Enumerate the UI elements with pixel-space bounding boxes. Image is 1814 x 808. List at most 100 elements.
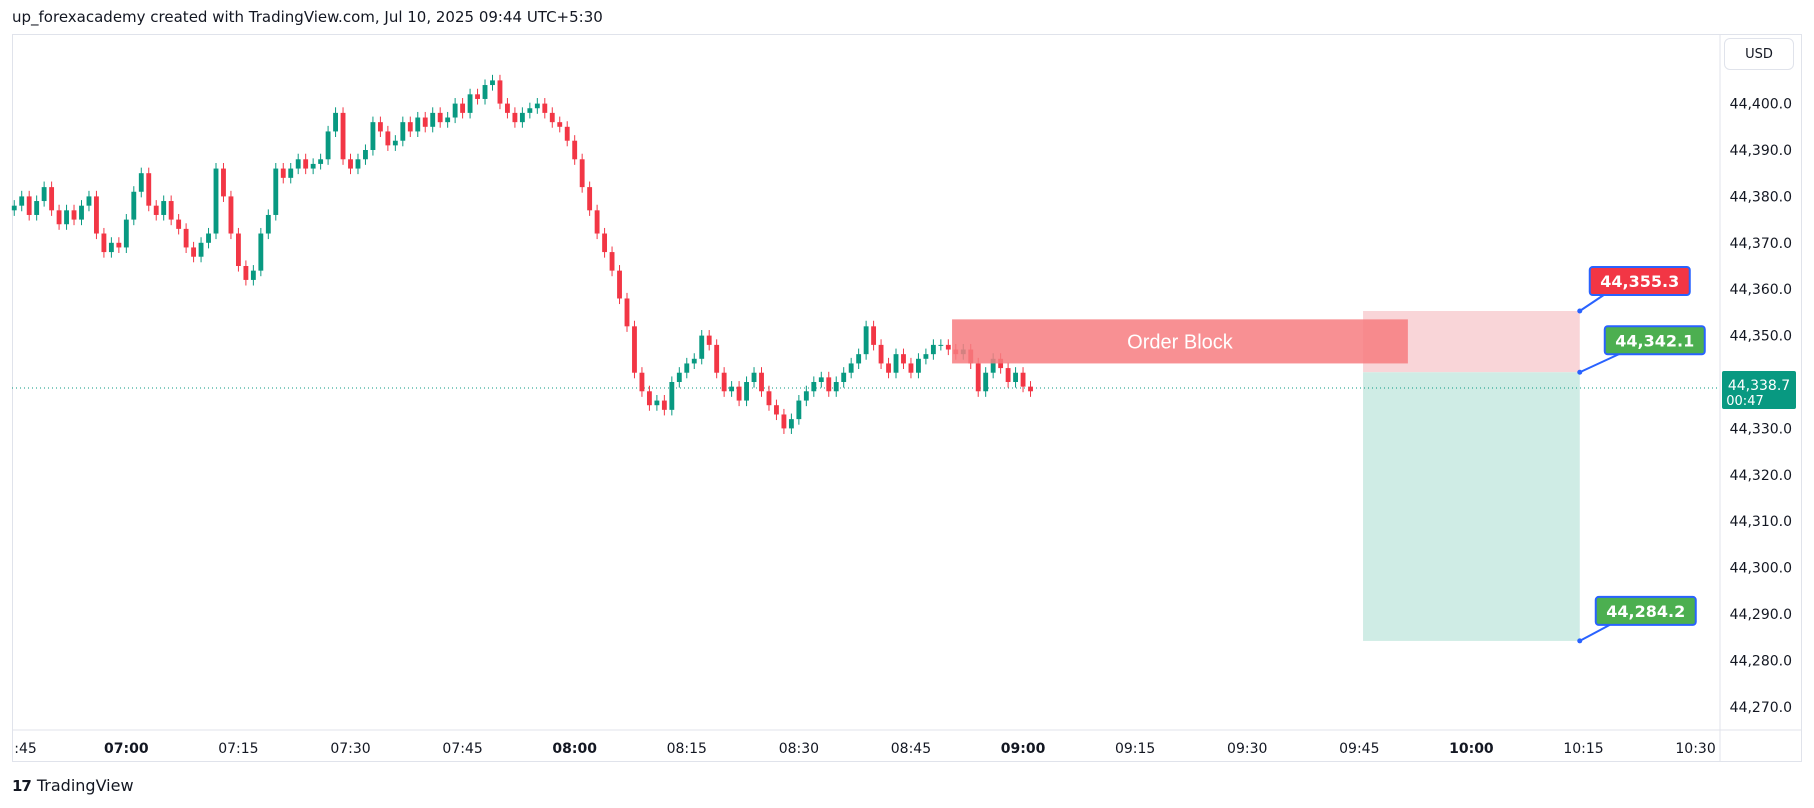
candle-body [295, 159, 301, 169]
candle-body [41, 187, 47, 202]
candle-body [213, 168, 219, 234]
candle-body [878, 344, 884, 364]
x-tick-label: 09:30 [1227, 741, 1267, 757]
tradingview-logo[interactable]: 17 TradingView [12, 776, 134, 795]
candle-body [759, 372, 764, 392]
candle-body [901, 354, 906, 364]
candle-body [258, 233, 264, 271]
take-profit-zone [1363, 372, 1580, 641]
candle-body [916, 358, 921, 373]
candle-body [557, 122, 563, 127]
candle-body [579, 159, 585, 188]
candle-body [56, 210, 62, 225]
candle-body [355, 159, 361, 169]
candle-body [348, 159, 353, 169]
x-tick-label: 10:30 [1675, 741, 1715, 757]
candle-body [930, 344, 936, 355]
candle-body [19, 196, 25, 206]
candle-body [1013, 372, 1019, 382]
y-tick-label: 44,380.0 [1730, 189, 1792, 205]
candle-body [818, 377, 824, 382]
candle-body [646, 391, 652, 406]
y-tick-label: 44,320.0 [1730, 468, 1792, 484]
candle-body [945, 344, 951, 350]
candle-body [191, 247, 197, 257]
tradingview-brand: TradingView [36, 776, 134, 795]
y-tick-label: 44,370.0 [1730, 236, 1792, 252]
candle-body [116, 242, 122, 248]
candle-body [445, 117, 451, 123]
x-tick-label: 07:30 [330, 741, 370, 757]
candle-body [983, 372, 989, 392]
candle-body [1005, 368, 1011, 382]
callout-pointer [1579, 294, 1605, 312]
candle-body [131, 191, 137, 220]
candle-body [534, 103, 540, 109]
x-tick-label: 07:45 [442, 741, 482, 757]
candle-body [422, 117, 428, 127]
candle-body [848, 363, 854, 373]
candle-body [512, 112, 518, 123]
candle-body [235, 233, 241, 266]
x-tick-label: 09:00 [1001, 741, 1046, 757]
candle-body [243, 266, 249, 280]
candle-body [617, 270, 622, 299]
candle-body [788, 419, 794, 429]
x-tick-label: 09:15 [1115, 741, 1155, 757]
current-price-label: 44,338.7 [1728, 378, 1790, 394]
y-tick-label: 44,330.0 [1730, 421, 1792, 437]
candle-body [542, 103, 548, 113]
candle-body [377, 122, 383, 132]
callout-pointer [1579, 624, 1611, 642]
candle-body [871, 326, 877, 345]
candle-body [228, 196, 234, 234]
candle-body [176, 219, 182, 229]
candle-body [632, 326, 637, 373]
candle-body [64, 210, 69, 225]
candle-body [153, 205, 159, 215]
x-tick-label: 09:45 [1339, 741, 1379, 757]
candle-body [206, 233, 211, 243]
candle-body [183, 228, 189, 248]
candle-body [303, 159, 309, 169]
candle-body [781, 414, 787, 429]
candle-body [893, 354, 899, 373]
candle-body [161, 201, 167, 215]
x-tick-label: 08:15 [667, 741, 707, 757]
price-callout-stop: 44,355.3 [1600, 272, 1679, 291]
candle-body [250, 270, 256, 280]
candle-body [94, 196, 99, 234]
candle-body [766, 391, 772, 406]
candle-body [108, 242, 114, 253]
y-tick-label: 44,270.0 [1730, 700, 1792, 716]
y-tick-label: 44,350.0 [1730, 329, 1792, 345]
candle-body [497, 80, 503, 104]
candle-body [564, 126, 570, 141]
candle-body [490, 80, 495, 86]
candle-body [407, 122, 413, 132]
currency-button[interactable]: USD [1724, 38, 1794, 70]
price-callout-target: 44,284.2 [1606, 602, 1685, 621]
callout-anchor-dot [1577, 638, 1583, 644]
current-price-tag [1722, 371, 1796, 410]
candle-body [333, 112, 338, 132]
candle-body [796, 400, 802, 420]
candle-body [803, 391, 809, 401]
candle-body [527, 108, 533, 113]
candle-body [661, 400, 667, 410]
x-tick-label: 10:15 [1563, 741, 1603, 757]
candle-body [138, 173, 144, 192]
candle-body [721, 372, 727, 392]
candle-body [841, 372, 847, 382]
candle-body [71, 210, 77, 220]
candle-body [975, 363, 981, 392]
candle-body [123, 219, 129, 248]
candle-body [774, 405, 779, 415]
order-block-zone [952, 319, 1408, 364]
y-tick-label: 44,310.0 [1730, 514, 1792, 530]
candle-countdown: 00:47 [1726, 394, 1763, 409]
candle-body [370, 122, 376, 150]
chart-frame [12, 34, 1802, 762]
x-tick-label: 08:45 [891, 741, 931, 757]
